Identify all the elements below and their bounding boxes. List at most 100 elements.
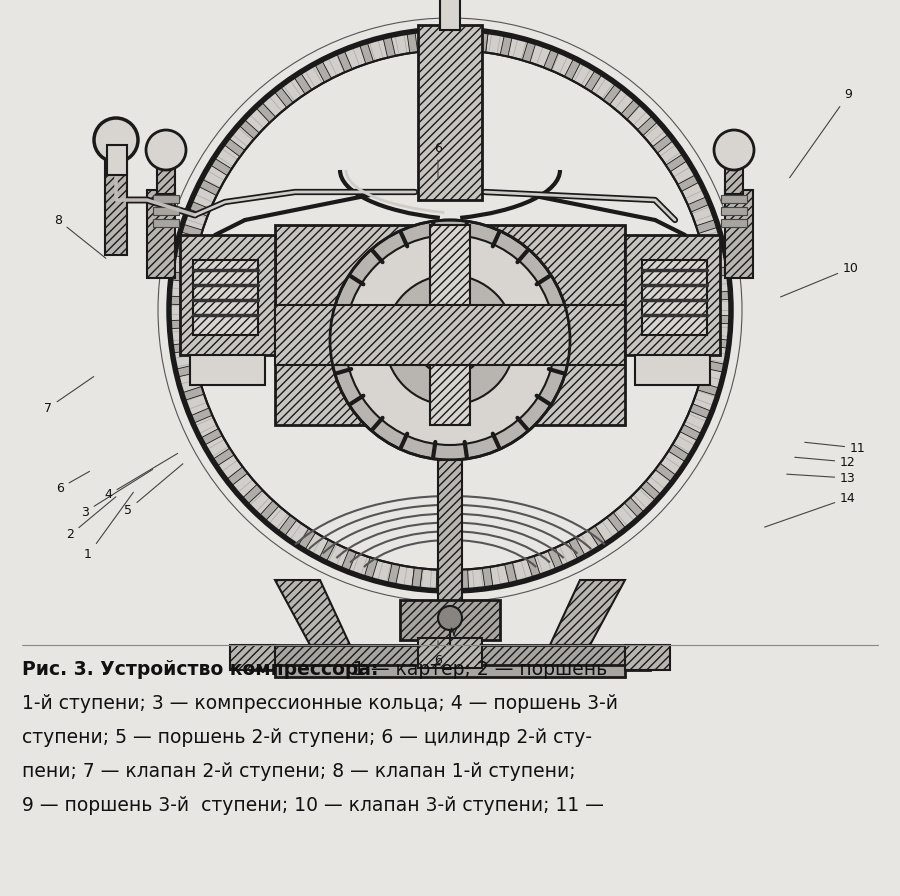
Polygon shape: [274, 87, 293, 108]
Polygon shape: [436, 570, 445, 590]
Polygon shape: [669, 444, 689, 461]
Text: 13: 13: [787, 471, 856, 485]
Polygon shape: [176, 248, 196, 260]
Polygon shape: [436, 570, 445, 590]
Bar: [725, 190, 753, 278]
Polygon shape: [337, 51, 352, 73]
Bar: [275, 225, 625, 425]
Circle shape: [146, 130, 186, 170]
Text: 6: 6: [434, 641, 442, 667]
Polygon shape: [191, 408, 212, 423]
Text: 12: 12: [795, 455, 856, 469]
Polygon shape: [256, 102, 275, 123]
Polygon shape: [696, 220, 717, 234]
Bar: [430, 225, 470, 425]
Text: 2: 2: [66, 496, 116, 541]
Text: 1: 1: [84, 492, 133, 562]
Text: 5: 5: [124, 464, 183, 516]
Polygon shape: [242, 485, 263, 504]
Polygon shape: [227, 467, 248, 486]
Polygon shape: [181, 224, 202, 237]
Polygon shape: [584, 71, 602, 91]
Bar: [107, 145, 127, 175]
Text: ступени; 5 — поршень 2-й ступени; 6 — цилиндр 2-й сту-: ступени; 5 — поршень 2-й ступени; 6 — ци…: [22, 728, 592, 747]
Polygon shape: [170, 320, 191, 329]
Polygon shape: [548, 547, 563, 569]
Polygon shape: [621, 99, 640, 119]
Text: пени; 7 — клапан 2-й ступени; 8 — клапан 1-й ступени;: пени; 7 — клапан 2-й ступени; 8 — клапан…: [22, 762, 576, 781]
Bar: [180, 235, 275, 355]
Text: 1 — картер; 2 — поршень: 1 — картер; 2 — поршень: [347, 660, 608, 679]
Polygon shape: [482, 567, 493, 588]
Polygon shape: [706, 267, 728, 278]
Bar: [275, 665, 625, 677]
Text: 7: 7: [44, 376, 94, 415]
Text: 8: 8: [54, 213, 106, 258]
Bar: [230, 645, 275, 670]
Bar: [721, 219, 747, 227]
Polygon shape: [239, 120, 259, 139]
Polygon shape: [707, 338, 728, 348]
Bar: [418, 638, 482, 668]
Polygon shape: [431, 30, 440, 50]
Polygon shape: [544, 49, 559, 71]
Polygon shape: [689, 404, 711, 418]
Text: 14: 14: [765, 492, 856, 527]
Bar: [625, 645, 670, 670]
Polygon shape: [637, 116, 658, 135]
Bar: [153, 207, 179, 215]
Polygon shape: [569, 538, 585, 559]
Bar: [147, 190, 175, 278]
Circle shape: [345, 235, 555, 445]
Polygon shape: [388, 564, 400, 585]
Text: 10: 10: [780, 262, 859, 297]
Text: 9 — поршень 3-й  ступени; 10 — клапан 3-й ступени; 11 —: 9 — поршень 3-й ступени; 10 — клапан 3-й…: [22, 796, 604, 815]
Bar: [105, 155, 127, 255]
Text: 6: 6: [434, 142, 442, 179]
Bar: [721, 207, 747, 215]
Bar: [721, 195, 747, 203]
Polygon shape: [315, 61, 331, 82]
Polygon shape: [364, 557, 378, 579]
Polygon shape: [550, 580, 625, 645]
Polygon shape: [320, 540, 336, 561]
Polygon shape: [213, 448, 234, 466]
Polygon shape: [278, 515, 297, 536]
Text: 9: 9: [789, 89, 852, 177]
Circle shape: [438, 606, 462, 630]
Text: Рис. 3. Устройство компрессора:: Рис. 3. Устройство компрессора:: [22, 660, 379, 679]
Bar: [250, 645, 650, 670]
Bar: [153, 219, 179, 227]
Bar: [157, 162, 175, 194]
Polygon shape: [478, 31, 488, 53]
Polygon shape: [704, 360, 725, 372]
Polygon shape: [412, 567, 422, 589]
Polygon shape: [505, 563, 517, 583]
Polygon shape: [455, 30, 464, 50]
Polygon shape: [460, 570, 469, 590]
Polygon shape: [341, 549, 356, 571]
Bar: [193, 260, 258, 335]
Polygon shape: [603, 84, 622, 105]
Polygon shape: [641, 481, 661, 500]
Polygon shape: [172, 271, 193, 282]
Circle shape: [94, 118, 138, 162]
Polygon shape: [199, 179, 220, 195]
Polygon shape: [666, 154, 687, 172]
Polygon shape: [260, 501, 279, 521]
Circle shape: [714, 130, 754, 170]
Polygon shape: [298, 529, 316, 549]
Polygon shape: [607, 513, 625, 533]
Polygon shape: [183, 386, 204, 401]
Polygon shape: [698, 383, 719, 396]
Polygon shape: [172, 342, 194, 353]
Polygon shape: [211, 159, 231, 176]
Circle shape: [385, 275, 515, 405]
Polygon shape: [680, 425, 701, 441]
Bar: [635, 355, 710, 385]
Polygon shape: [564, 59, 580, 80]
Text: 1-й ступени; 3 — компрессионные кольца; 4 — поршень 3-й: 1-й ступени; 3 — компрессионные кольца; …: [22, 694, 618, 713]
Bar: [190, 355, 265, 385]
Polygon shape: [294, 73, 311, 94]
Polygon shape: [710, 315, 730, 323]
